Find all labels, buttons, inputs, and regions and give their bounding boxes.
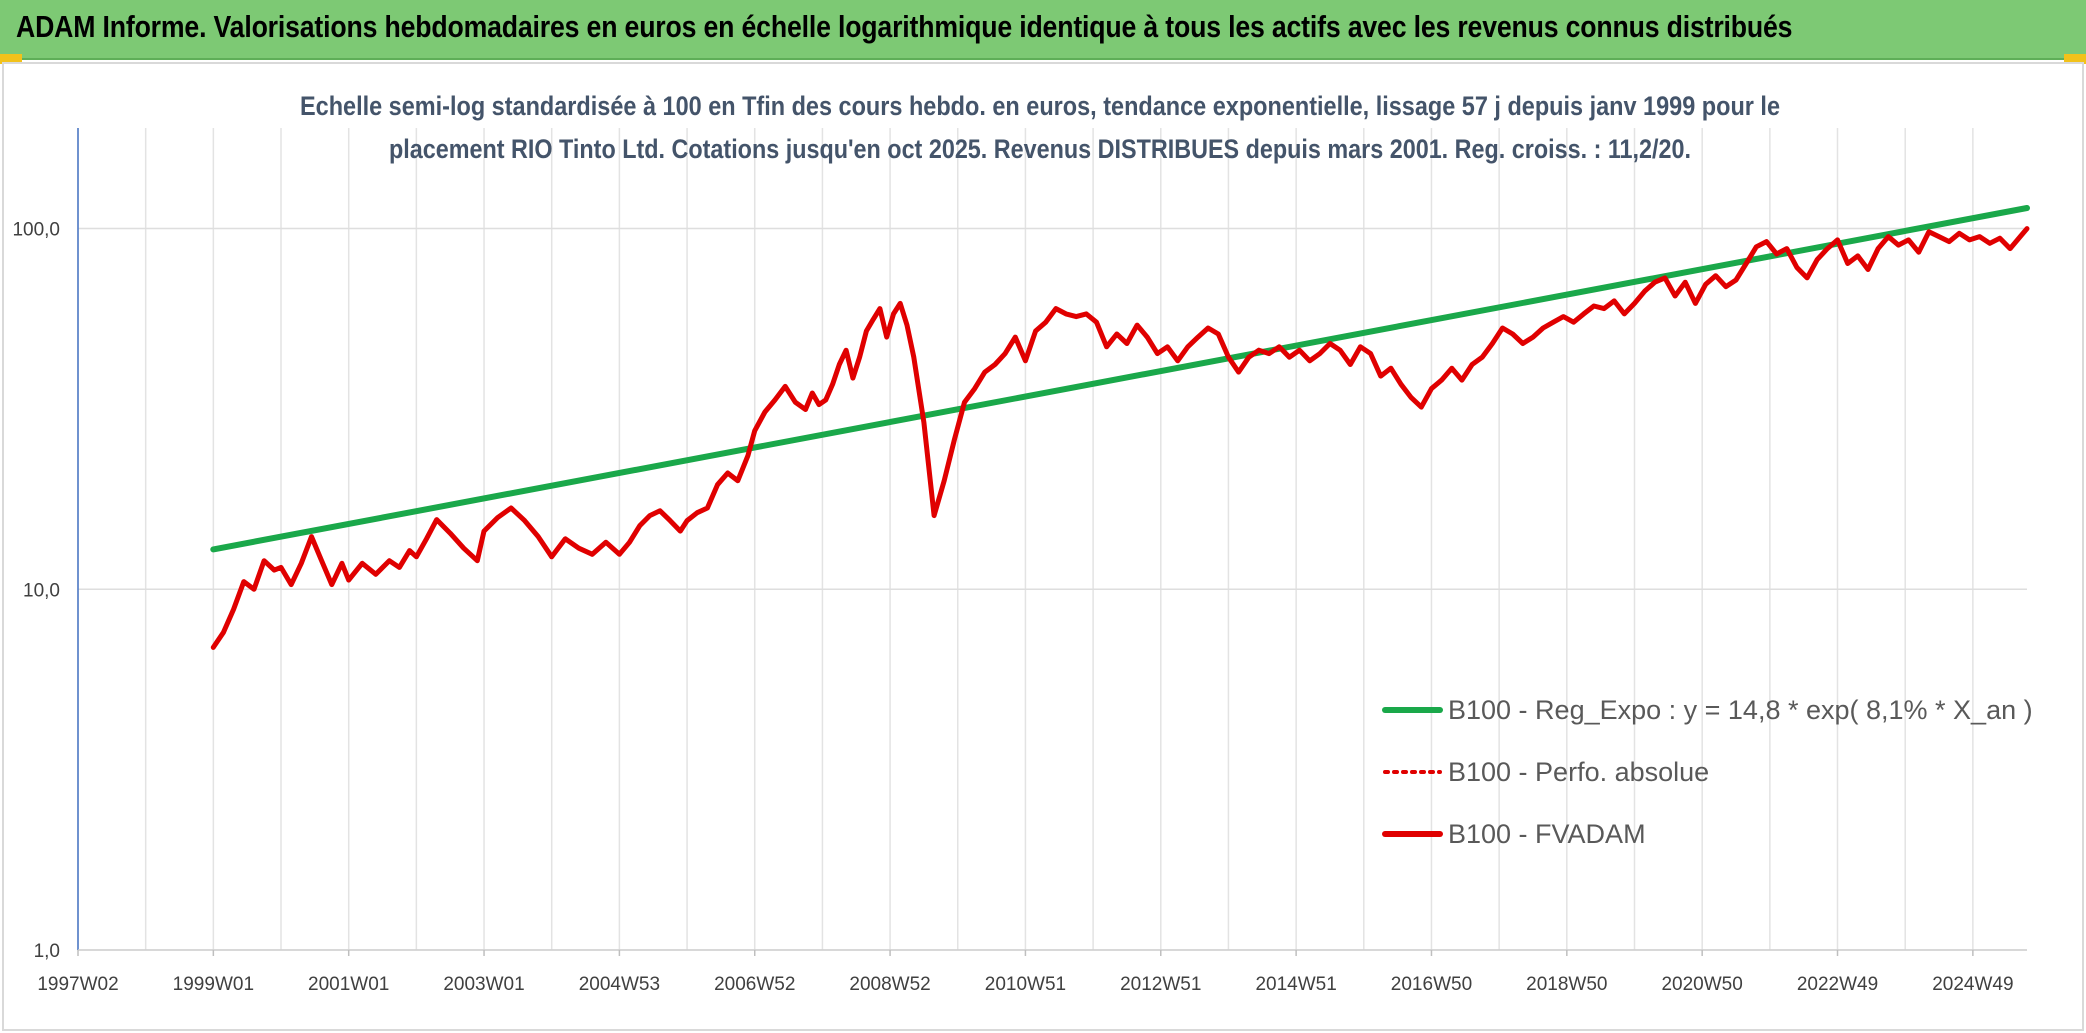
x-tick-label: 2004W53 [579, 974, 660, 995]
x-tick-label: 2022W49 [1797, 974, 1878, 995]
x-tick-label: 2020W50 [1661, 974, 1742, 995]
y-tick-label: 1,0 [34, 941, 60, 962]
chart-title-line: placement RIO Tinto Ltd. Cotations jusqu… [389, 134, 1691, 164]
chart-title: Echelle semi-log standardisée à 100 en T… [300, 91, 1780, 164]
x-tick-label: 2018W50 [1526, 974, 1607, 995]
y-tick-label: 100,0 [12, 220, 60, 241]
x-tick-label: 1999W01 [173, 974, 254, 995]
header-banner: ADAM Informe. Valorisations hebdomadaire… [0, 0, 2086, 60]
grid-lines [77, 128, 2027, 951]
y-axis: 1,0 10,0 100,0 [12, 128, 79, 962]
x-tick-label: 2003W01 [443, 974, 524, 995]
legend-entry: B100 - FVADAM [1448, 819, 1646, 849]
corner-marker-left [0, 54, 22, 64]
x-tick-label: 2010W51 [985, 974, 1066, 995]
x-tick-label: 2014W51 [1255, 974, 1336, 995]
x-tick-label: 2024W49 [1932, 974, 2013, 995]
legend-entry: B100 - Perfo. absolue [1448, 757, 1709, 787]
x-tick-label: 2012W51 [1120, 974, 1201, 995]
x-tick-label: 2016W50 [1391, 974, 1472, 995]
y-tick-label: 10,0 [23, 580, 60, 601]
x-tick-label: 2008W52 [849, 974, 930, 995]
x-tick-label: 2001W01 [308, 974, 389, 995]
report-title: ADAM Informe. Valorisations hebdomadaire… [16, 9, 1793, 44]
series-line-fvadam [210, 226, 2030, 650]
series-layer [210, 205, 2030, 650]
corner-marker-right [2064, 54, 2086, 64]
legend: B100 - Reg_Expo : y = 14,8 * exp( 8,1% *… [1382, 695, 2033, 849]
x-axis: 1997W02 1999W01 2001W01 2003W01 2004W53 2006W… [37, 949, 2027, 995]
chart-title-line: Echelle semi-log standardisée à 100 en T… [300, 91, 1780, 121]
x-tick-label: 1997W02 [37, 974, 118, 995]
series-line-trend [210, 205, 2030, 553]
legend-entry: B100 - Reg_Expo : y = 14,8 * exp( 8,1% *… [1448, 695, 2033, 725]
x-tick-label: 2006W52 [714, 974, 795, 995]
